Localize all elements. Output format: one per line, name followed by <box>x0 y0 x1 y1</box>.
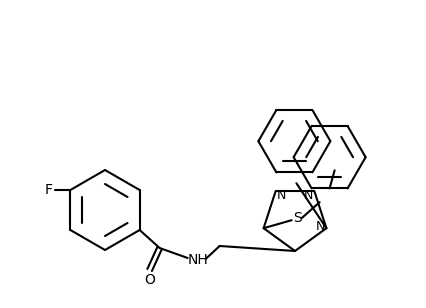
Text: S: S <box>293 211 302 225</box>
Text: N: N <box>304 189 313 202</box>
Text: N: N <box>316 220 325 233</box>
Text: NH: NH <box>187 253 208 267</box>
Text: F: F <box>44 183 52 197</box>
Text: O: O <box>144 273 155 287</box>
Text: N: N <box>277 189 286 202</box>
